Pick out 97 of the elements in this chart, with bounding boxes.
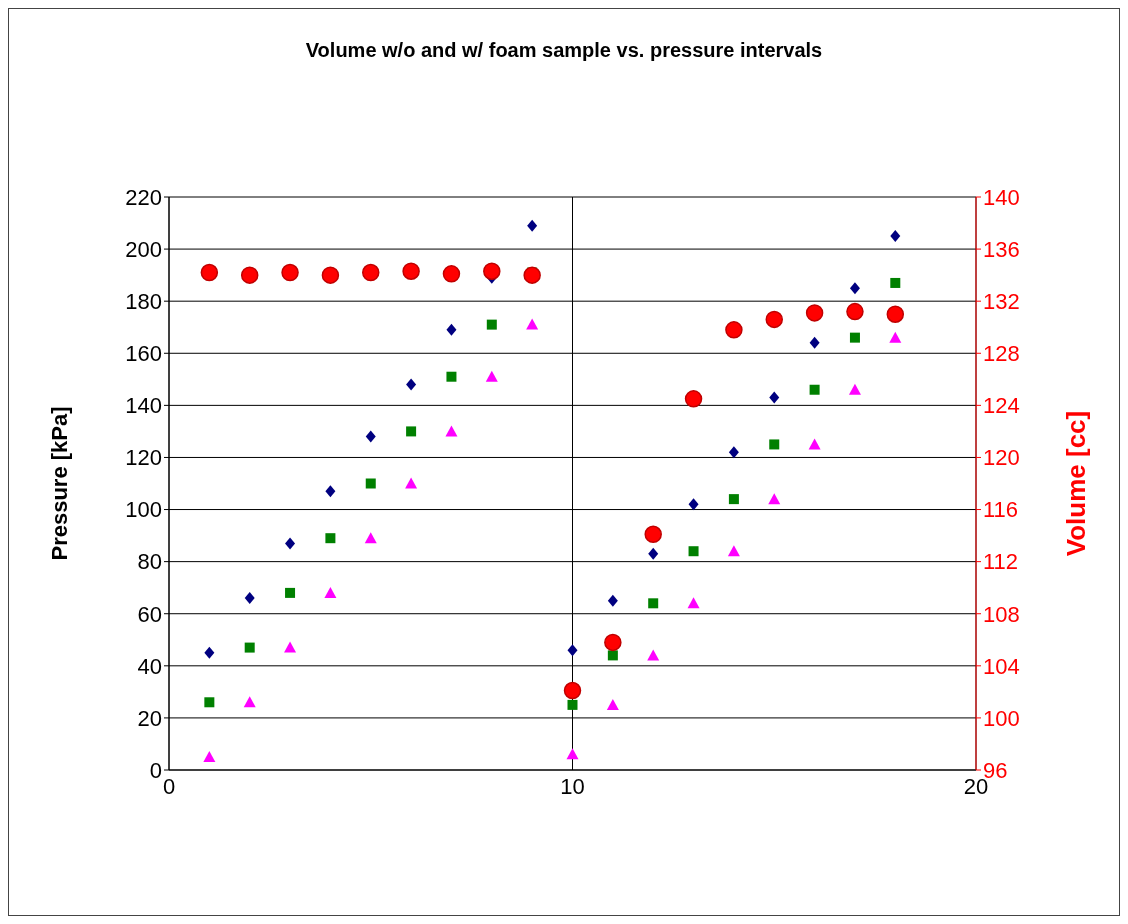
- point: [769, 439, 780, 450]
- point: [325, 533, 336, 544]
- point: [607, 650, 618, 661]
- point: [849, 332, 860, 343]
- point: [244, 642, 255, 653]
- point: [362, 263, 380, 282]
- point: [849, 282, 860, 295]
- y2-tick-label: 136: [983, 236, 1020, 262]
- point: [567, 699, 578, 710]
- y-tick-label: 40: [137, 653, 162, 679]
- y-tick-label: 80: [137, 549, 162, 575]
- point: [727, 545, 740, 557]
- point: [486, 319, 497, 330]
- y-tick-label: 100: [125, 497, 162, 523]
- point: [607, 594, 618, 607]
- point: [765, 310, 783, 329]
- y2-tick-label: 100: [983, 705, 1020, 731]
- y2-tick-label: 104: [983, 653, 1020, 679]
- point: [648, 547, 659, 560]
- y-axis-title: Pressure [kPa]: [46, 406, 72, 561]
- point: [567, 644, 578, 657]
- point: [688, 546, 699, 557]
- point: [203, 750, 216, 762]
- point: [769, 391, 780, 404]
- y2-tick-label: 128: [983, 341, 1020, 367]
- y-tick-label: 160: [125, 341, 162, 367]
- point: [647, 649, 660, 661]
- point: [687, 597, 700, 609]
- point: [485, 370, 498, 382]
- point: [890, 230, 901, 243]
- y2-tick-label: 140: [983, 184, 1020, 210]
- point: [244, 592, 255, 605]
- point: [442, 265, 461, 283]
- y-tick-label: 120: [125, 445, 162, 471]
- y-tick-label: 220: [125, 184, 162, 210]
- point: [406, 426, 417, 437]
- point: [406, 378, 417, 391]
- point: [321, 266, 340, 284]
- point: [365, 478, 376, 489]
- point: [325, 485, 336, 498]
- point: [523, 266, 541, 284]
- y2-tick-label: 120: [983, 445, 1020, 471]
- point: [240, 266, 259, 284]
- x-tick-label: 10: [560, 773, 585, 799]
- y-tick-label: 20: [137, 705, 162, 731]
- point: [200, 263, 219, 282]
- point: [890, 277, 901, 288]
- y2-tick-label: 132: [983, 288, 1020, 314]
- point: [809, 384, 820, 395]
- point: [728, 494, 739, 505]
- point: [402, 262, 420, 280]
- point: [204, 646, 215, 659]
- y2-tick-label: 116: [983, 497, 1019, 523]
- point: [284, 641, 297, 653]
- point: [805, 304, 824, 322]
- point: [527, 219, 538, 232]
- point: [889, 331, 902, 343]
- point: [566, 748, 579, 760]
- point: [364, 532, 377, 544]
- point: [604, 633, 622, 652]
- point: [848, 383, 861, 395]
- point: [606, 698, 619, 710]
- y-tick-label: 0: [149, 757, 162, 783]
- y2-axis-title: Volume [cc]: [1061, 410, 1092, 557]
- point: [768, 493, 781, 505]
- point: [445, 425, 458, 437]
- point: [808, 438, 821, 450]
- chart-title: Volume w/o and w/ foam sample vs. pressure intervals: [304, 39, 824, 62]
- point: [324, 586, 337, 598]
- y-tick-label: 200: [125, 236, 162, 262]
- point: [446, 371, 457, 382]
- point: [688, 498, 699, 511]
- point: [281, 263, 299, 282]
- point: [809, 336, 820, 349]
- y2-tick-label: 108: [983, 601, 1020, 627]
- y2-tick-label: 112: [983, 549, 1019, 575]
- point: [285, 537, 296, 550]
- point: [483, 262, 501, 280]
- point: [526, 318, 539, 330]
- point: [446, 323, 457, 336]
- point: [405, 477, 418, 489]
- point: [204, 697, 215, 708]
- point: [365, 430, 376, 443]
- y-tick-label: 60: [137, 601, 162, 627]
- point: [886, 305, 905, 323]
- y2-tick-label: 124: [983, 393, 1020, 419]
- point: [684, 390, 703, 408]
- point: [285, 587, 296, 598]
- point: [728, 446, 739, 459]
- y-tick-label: 180: [125, 288, 162, 314]
- point: [846, 302, 864, 321]
- y-tick-label: 140: [125, 393, 162, 419]
- point: [644, 525, 662, 544]
- point: [563, 681, 582, 700]
- point: [243, 696, 256, 708]
- point: [725, 321, 743, 339]
- point: [648, 598, 659, 609]
